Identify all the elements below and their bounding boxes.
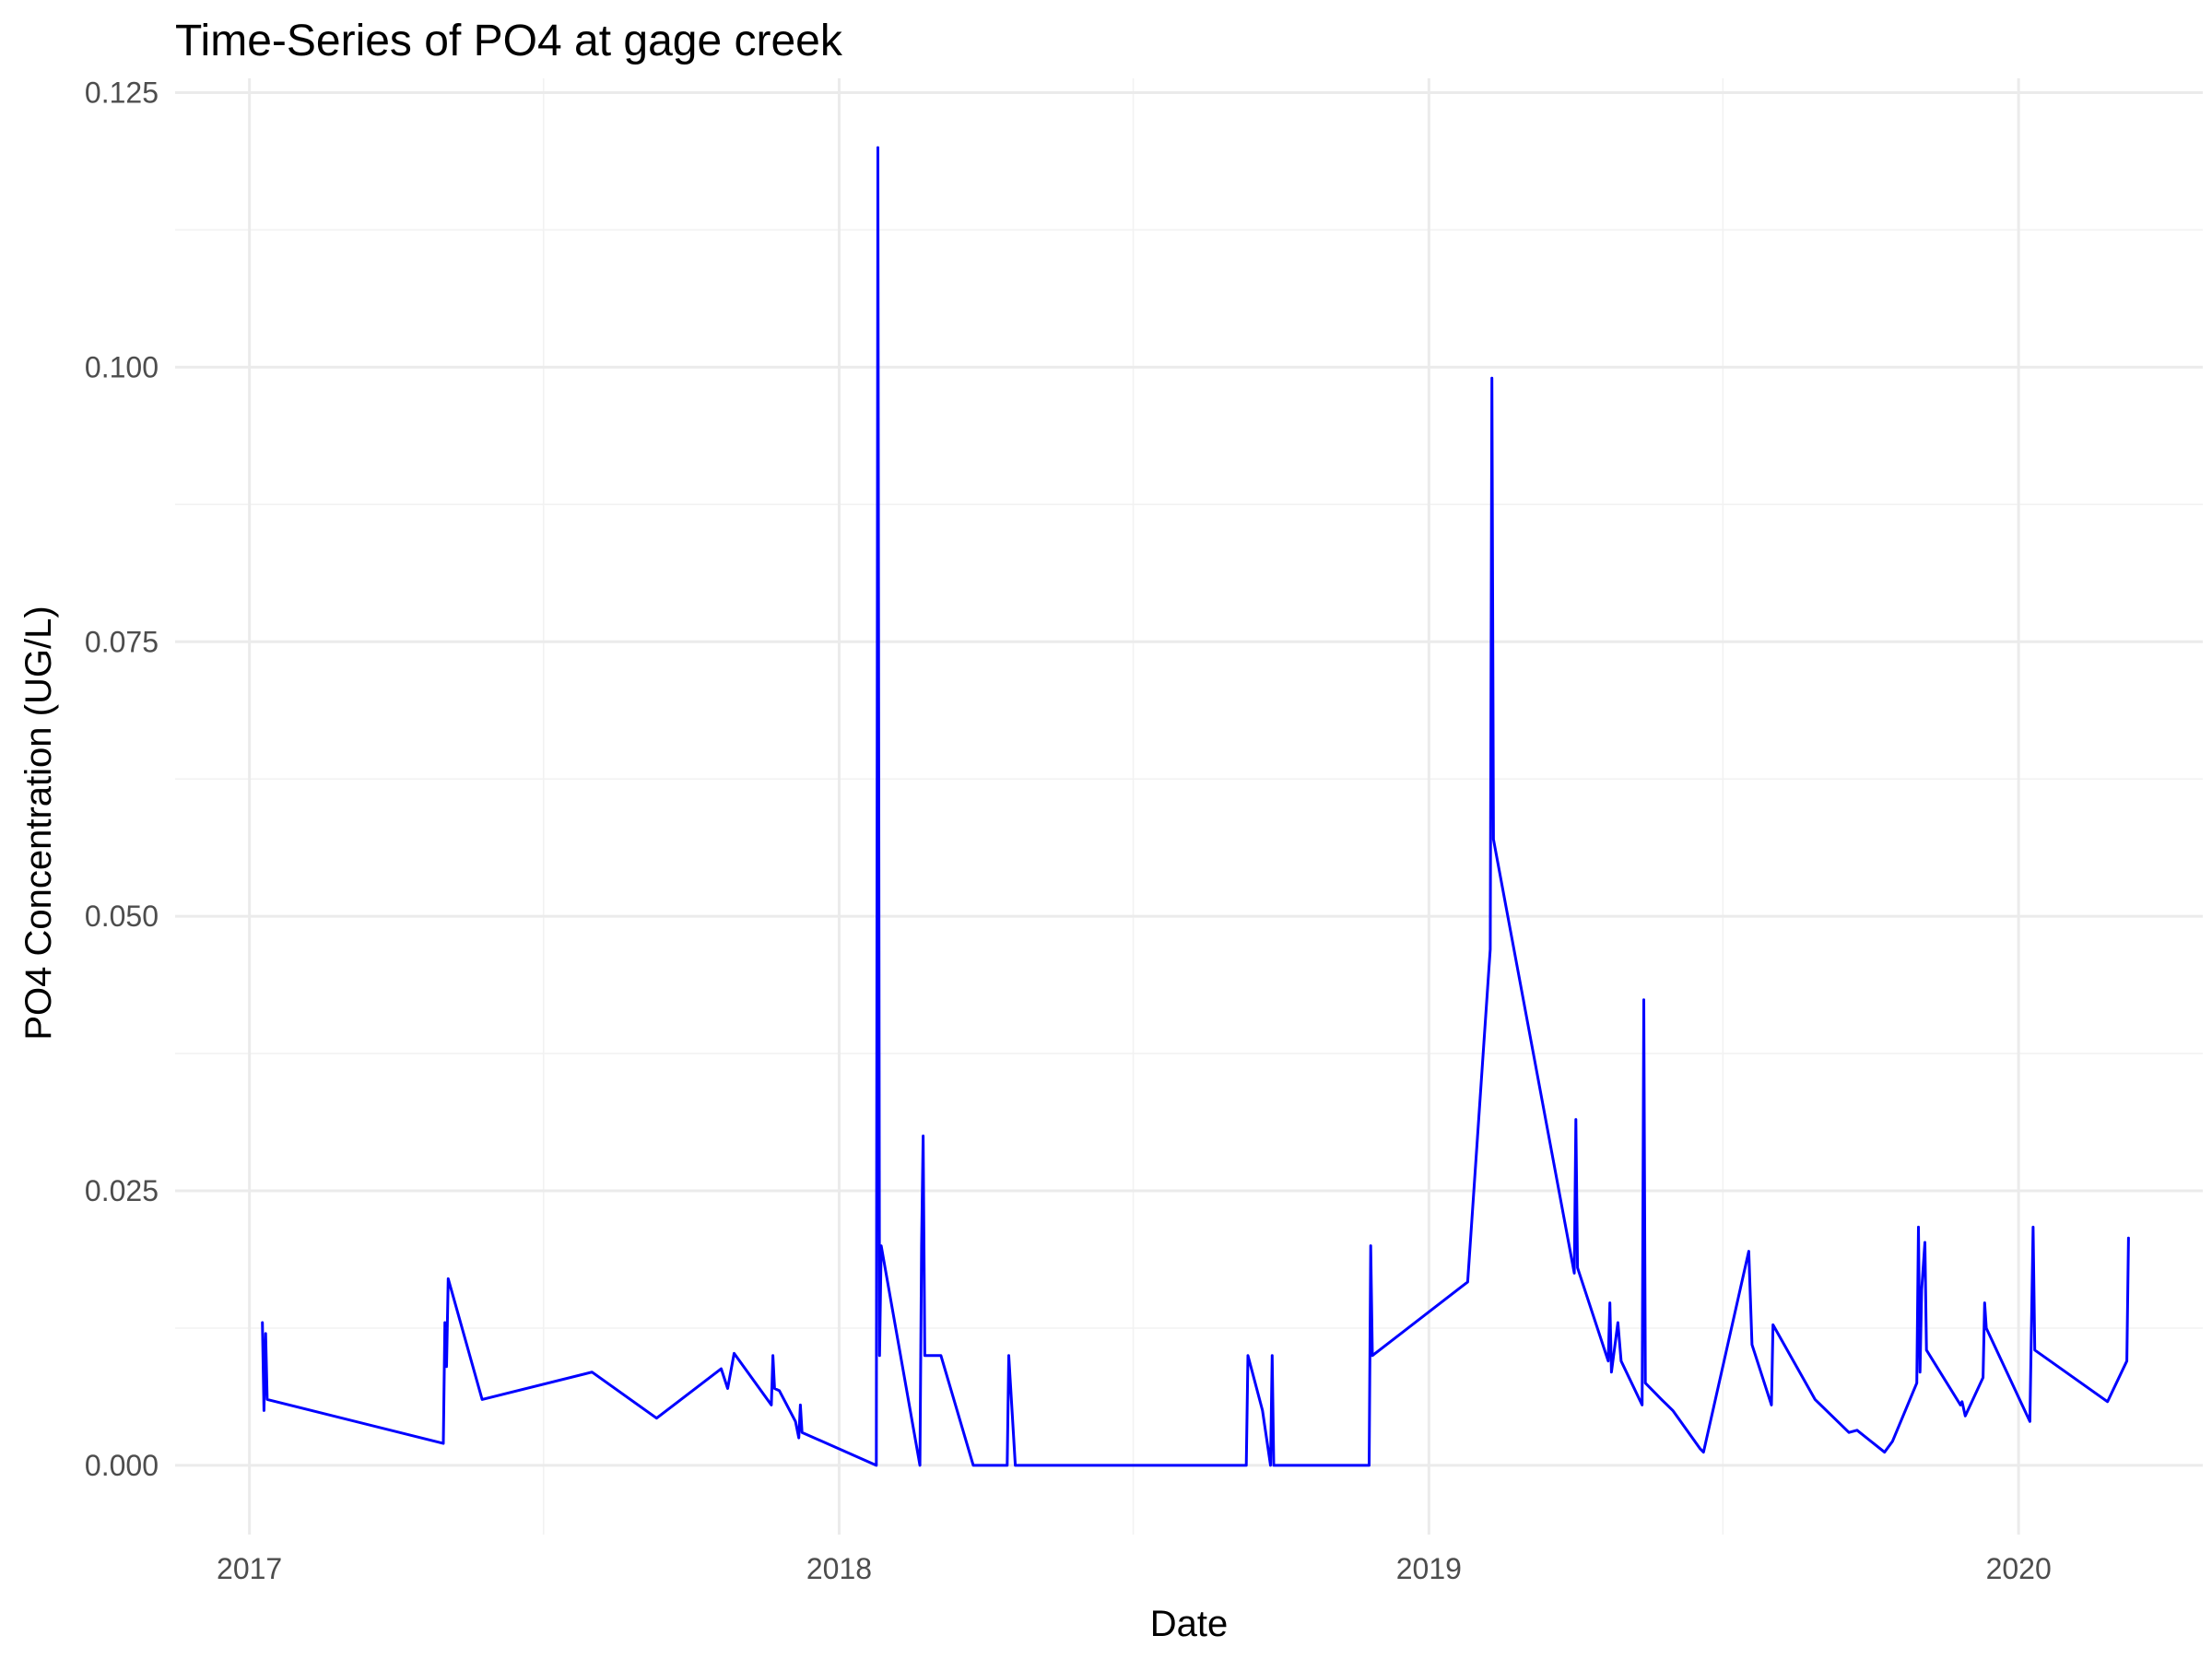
x-tick-label: 2017 (217, 1552, 282, 1585)
x-tick-label: 2018 (806, 1552, 872, 1585)
x-tick-label: 2020 (1986, 1552, 2052, 1585)
plot-area (175, 78, 2203, 1535)
y-axis-tick-labels: 0.000 0.025 0.050 0.075 0.100 0.125 (85, 76, 159, 1481)
y-tick-label: 0.100 (85, 350, 159, 383)
chart-title: Time-Series of PO4 at gage creek (175, 17, 843, 65)
y-tick-label: 0.000 (85, 1449, 159, 1482)
y-tick-label: 0.025 (85, 1174, 159, 1207)
y-tick-label: 0.050 (85, 900, 159, 933)
series-line (261, 146, 2130, 1467)
y-tick-label: 0.125 (85, 76, 159, 109)
major-gridlines (175, 78, 2203, 1535)
x-tick-label: 2019 (1396, 1552, 1462, 1585)
y-axis-title: PO4 Concentration (UG/L) (18, 606, 59, 1040)
x-axis-tick-labels: 2017 2018 2019 2020 (217, 1552, 2052, 1585)
y-tick-label: 0.075 (85, 625, 159, 658)
series-layer (261, 146, 2130, 1467)
x-axis-title: Date (1150, 1604, 1229, 1644)
minor-gridlines (175, 78, 2203, 1535)
